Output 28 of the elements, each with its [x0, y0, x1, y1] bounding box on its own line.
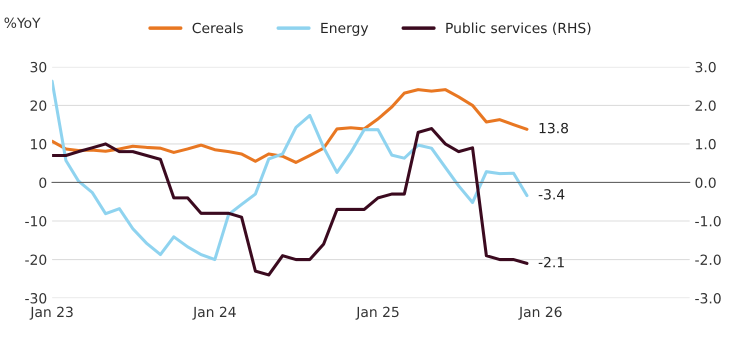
- y2-tick-label: -3.0: [695, 293, 721, 304]
- y-tick-label: -20: [25, 254, 46, 266]
- line-series: [52, 80, 528, 262]
- y2-tick-label: -1.0: [695, 216, 721, 226]
- y2-tick-label: 1.0: [696, 138, 716, 150]
- y2-tick-label: 2.0: [696, 100, 716, 111]
- x-tick-label: Jan 23: [30, 306, 73, 320]
- y2-tick-label: 3.0: [696, 62, 716, 72]
- y2-tick-label: -2.0: [695, 254, 721, 266]
- annotation: -3.4: [538, 189, 564, 200]
- line-series: [52, 88, 528, 164]
- y-tick-label: 30: [30, 62, 46, 72]
- y-axis-title: %YoY: [4, 18, 41, 28]
- legend-label: Energy: [321, 22, 368, 36]
- y-tick-label: 20: [30, 100, 46, 111]
- x-tick-label: Jan 24: [192, 306, 236, 320]
- y2-tick-label: 0.0: [695, 177, 716, 188]
- x-tick-label: Jan 26: [518, 306, 562, 320]
- legend-label: Public services (RHS): [446, 22, 590, 35]
- legend-label: Cereals: [192, 22, 243, 34]
- annotation: -2.1: [538, 256, 564, 268]
- y-tick-label: -10: [25, 216, 46, 226]
- y-tick-label: -30: [25, 293, 46, 304]
- y-tick-label: 10: [31, 138, 46, 150]
- annotation: 13.8: [540, 122, 568, 134]
- line-series: [52, 127, 528, 276]
- x-tick-label: Jan 25: [356, 306, 399, 320]
- y-tick-label: 0: [39, 177, 46, 188]
